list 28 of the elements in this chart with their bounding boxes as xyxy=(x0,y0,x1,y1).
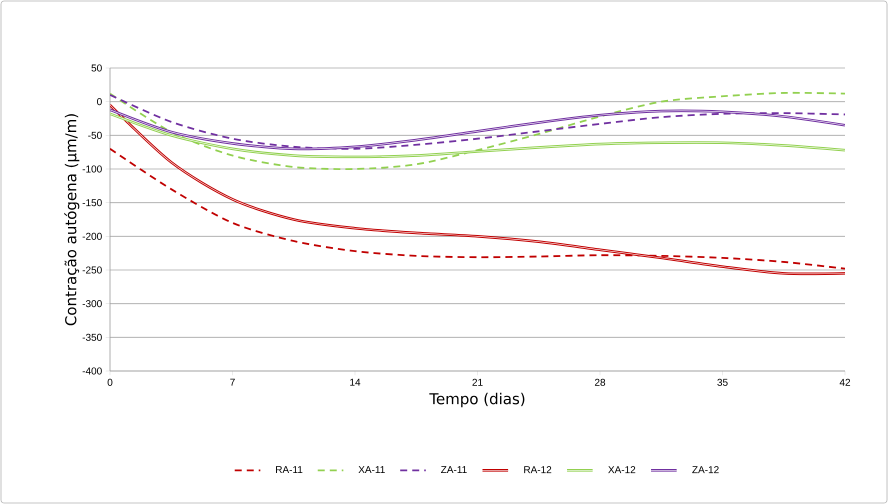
line-series xyxy=(110,104,846,276)
x-tick-label: 7 xyxy=(230,378,235,386)
y-tick-label: -350 xyxy=(82,334,102,341)
legend-label: XA-11 xyxy=(358,466,385,474)
x-tick-label: 21 xyxy=(472,378,483,386)
x-tick-label: 0 xyxy=(108,378,112,386)
legend-label: ZA-12 xyxy=(692,466,719,474)
y-tick-label: -50 xyxy=(88,132,102,139)
y-tick-label: 0 xyxy=(97,98,102,106)
x-tick-label: 35 xyxy=(717,378,728,386)
y-tick-label: -300 xyxy=(82,300,102,308)
x-tick-label: 28 xyxy=(594,378,606,386)
y-axis-title: Contração autógena (µm/m) xyxy=(64,114,80,326)
legend-label: RA-11 xyxy=(276,466,302,474)
line-series xyxy=(110,92,846,170)
x-axis-title: Tempo (dias) xyxy=(429,392,524,408)
legend-label: XA-12 xyxy=(608,466,636,474)
y-tick-label: -400 xyxy=(82,367,102,375)
legend-label: RA-12 xyxy=(524,466,552,474)
line-series xyxy=(110,94,846,150)
y-tick-label: -100 xyxy=(82,165,102,173)
y-tick-label: -250 xyxy=(82,266,102,274)
y-tick-label: 50 xyxy=(91,64,102,72)
x-tick-label: 42 xyxy=(840,378,850,386)
y-tick-label: -150 xyxy=(82,199,102,206)
y-tick-label: -200 xyxy=(82,232,102,240)
legend-label: ZA-11 xyxy=(441,466,467,474)
x-tick-label: 14 xyxy=(350,378,360,386)
